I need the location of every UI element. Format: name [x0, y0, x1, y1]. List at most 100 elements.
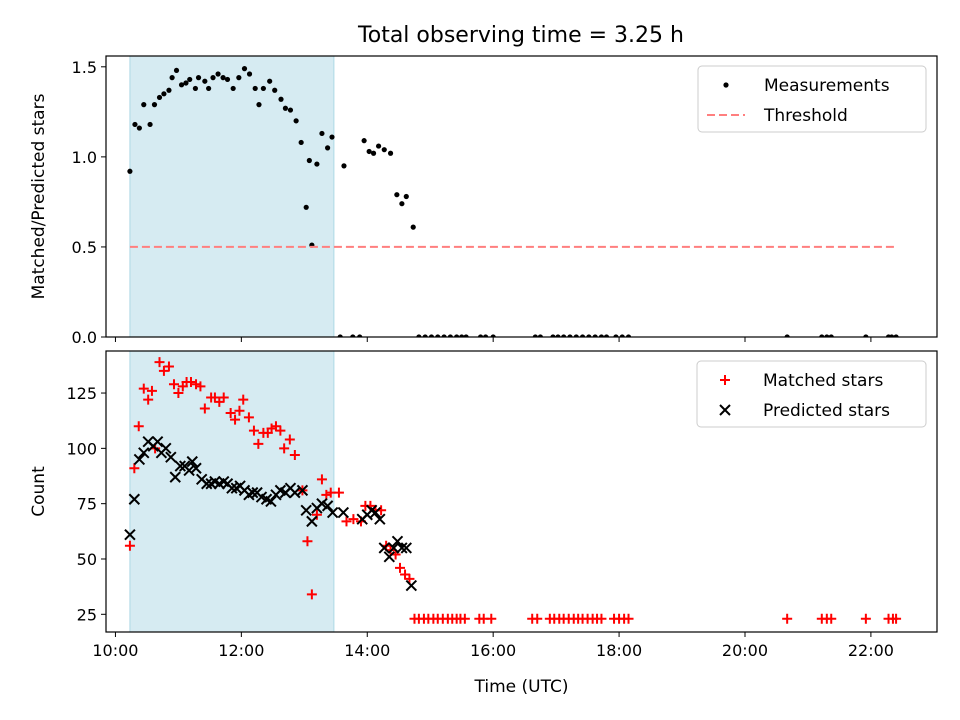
ratio-series-measurements-point	[136, 125, 142, 131]
ratio-series-measurements-point	[329, 134, 335, 140]
ratio-series-measurements-point	[287, 107, 294, 113]
ratio-series-measurements-point	[230, 85, 236, 92]
ratio-series-measurements-point	[178, 82, 185, 88]
count-series-matched-stars-point	[124, 540, 135, 551]
count-xtick-label: 22:00	[848, 641, 894, 660]
count-xtick-label: 18:00	[596, 641, 642, 660]
count-series-matched-stars-point	[348, 514, 359, 525]
count-series-matched-stars-point	[400, 569, 411, 580]
count-series-predicted-stars-point	[326, 506, 339, 519]
count-series-predicted-stars-point	[186, 455, 198, 468]
count-series-matched-stars-point	[394, 562, 405, 573]
ratio-series-measurements-point	[454, 334, 460, 337]
ratio-series-measurements-point	[151, 102, 158, 108]
count-series-predicted-stars-point	[124, 528, 136, 541]
ratio-legend-label: Measurements	[764, 76, 890, 96]
ratio-series-measurements-point	[252, 85, 258, 92]
ratio-series-measurements-point	[613, 334, 619, 337]
ratio-ytick-label: 0.5	[72, 238, 97, 257]
ratio-series-measurements-point	[828, 334, 834, 337]
ratio-series-measurements-point	[463, 334, 469, 337]
ratio-series-measurements-point	[387, 150, 394, 156]
ratio-axes-frame	[105, 55, 938, 338]
count-series-matched-stars-point	[238, 394, 249, 405]
count-series-matched-stars-point	[596, 613, 607, 624]
count-series-matched-stars-point	[248, 425, 259, 436]
ratio-series-measurements-point	[267, 78, 273, 84]
ratio-panel: 0.0 0.5 1.0 1.5 Matched/Predicted stars Measu…	[29, 55, 938, 347]
count-series-matched-stars-point	[138, 383, 149, 394]
count-series-matched-stars-point	[173, 388, 184, 399]
count-series-predicted-stars-point	[165, 451, 177, 463]
ratio-series-measurements-point	[889, 334, 895, 337]
count-series-predicted-stars-point	[183, 464, 195, 477]
ratio-legend-label: Threshold	[763, 106, 848, 126]
count-ylabel: Count	[29, 466, 49, 517]
count-series-predicted-stars-point	[405, 579, 418, 592]
count-series-predicted-stars-point	[169, 471, 181, 483]
ratio-series-measurements-point	[141, 102, 147, 108]
count-legend: Matched stars Predicted stars	[696, 360, 927, 428]
count-xtick-label: 10:00	[92, 641, 138, 660]
ratio-series-measurements-point	[532, 334, 538, 337]
count-series-predicted-stars-point	[400, 542, 413, 554]
ratio-series-measurements-point	[272, 87, 278, 93]
count-series-matched-stars-point	[253, 438, 264, 449]
count-legend-label: Matched stars	[763, 371, 883, 391]
count-series-matched-stars-point	[185, 376, 196, 387]
ratio-series-measurements-point	[319, 130, 325, 137]
count-series-matched-stars-point	[782, 613, 793, 624]
count-series-predicted-stars-point	[265, 495, 277, 508]
count-series-matched-stars-point	[311, 509, 322, 520]
ratio-series-measurements-point	[422, 334, 428, 337]
count-series-matched-stars-point	[209, 392, 220, 403]
ratio-series-measurements-point	[819, 334, 825, 337]
count-series-predicted-stars-point	[378, 542, 390, 554]
ratio-series-measurements-point	[166, 87, 172, 93]
ratio-series-measurements-point	[298, 139, 304, 146]
ratio-series-measurements-point	[341, 163, 347, 169]
count-series-matched-stars-point	[532, 613, 543, 624]
ratio-series-measurements-point	[206, 85, 212, 92]
ratio-series-measurements-point	[314, 161, 320, 167]
count-series-predicted-stars-point	[369, 506, 382, 519]
count-ytick-label: 50	[77, 550, 97, 569]
count-series-matched-stars-point	[459, 613, 470, 624]
count-series-matched-stars-point	[333, 487, 344, 498]
count-series-matched-stars-point	[225, 407, 236, 418]
count-series-matched-stars-point	[270, 421, 281, 432]
count-series-matched-stars-point	[218, 392, 229, 403]
count-series-matched-stars-point	[279, 443, 290, 454]
ratio-series-measurements-point	[375, 143, 382, 149]
ratio-series-measurements-point	[293, 118, 299, 124]
count-series-predicted-stars-point	[128, 493, 141, 505]
count-series-matched-stars-point	[163, 361, 174, 372]
count-ytick-label: 125	[66, 384, 97, 403]
ratio-series-measurements-point	[428, 334, 435, 337]
count-series-predicted-stars-point	[387, 542, 400, 554]
count-series-matched-stars-point	[623, 613, 634, 624]
ratio-series-measurements-point	[625, 334, 632, 337]
ratio-series-measurements-point	[241, 66, 248, 72]
ratio-series-measurements-point	[169, 75, 175, 81]
count-ytick-label: 100	[66, 439, 97, 458]
ratio-series-measurements-point	[278, 96, 284, 102]
count-series-matched-stars-point	[234, 405, 245, 416]
ratio-series-measurements-point	[603, 334, 610, 337]
ratio-series-measurements-point	[202, 78, 208, 84]
count-legend-marker	[720, 375, 730, 385]
ratio-ylabel: Matched/Predicted stars	[29, 93, 49, 299]
ratio-series-measurements-point	[477, 334, 484, 337]
count-series-predicted-stars-point	[151, 436, 164, 448]
ratio-series-measurements-point	[573, 334, 579, 337]
ratio-series-measurements-point	[483, 334, 489, 337]
ratio-series-measurements-point	[306, 157, 312, 164]
count-series-matched-stars-point	[404, 573, 415, 584]
count-series-matched-stars-point	[266, 423, 277, 434]
ratio-series-measurements-point	[784, 334, 790, 337]
ratio-series-measurements-point	[224, 76, 231, 83]
ratio-series-measurements-point	[537, 334, 543, 337]
count-series-predicted-stars-point	[374, 513, 386, 525]
ratio-series-measurements-point	[598, 334, 605, 337]
count-series-predicted-stars-point	[337, 506, 350, 519]
